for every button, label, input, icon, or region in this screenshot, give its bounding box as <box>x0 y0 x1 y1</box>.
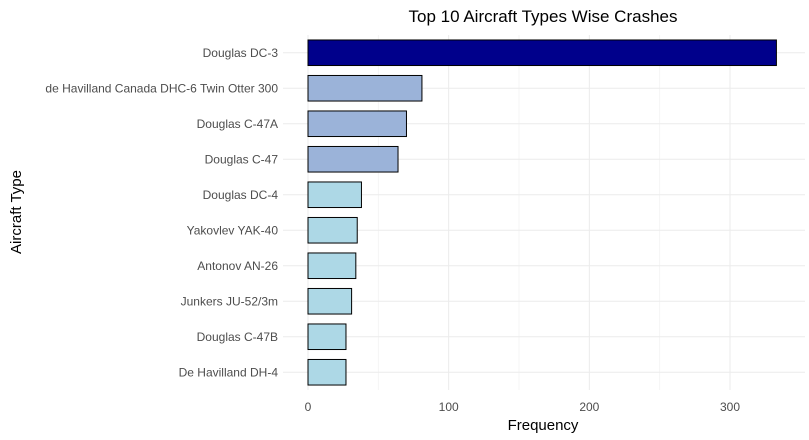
bar <box>307 110 407 138</box>
x-tick-label: 0 <box>305 400 312 414</box>
category-label: Yakovlev YAK-40 <box>187 223 279 237</box>
x-tick-label: 100 <box>439 400 459 414</box>
x-axis-title: Frequency <box>508 417 579 434</box>
category-labels: Douglas DC-3 de Havilland Canada DHC-6 Tw… <box>45 46 278 380</box>
x-tick-labels: 0 100 200 300 <box>305 400 741 414</box>
bar <box>307 181 362 209</box>
bar <box>307 358 347 386</box>
bar <box>307 39 777 67</box>
category-label: Douglas C-47B <box>197 330 278 344</box>
category-label: Douglas C-47 <box>205 152 279 166</box>
chart-title: Top 10 Aircraft Types Wise Crashes <box>409 7 678 26</box>
x-tick-label: 200 <box>579 400 599 414</box>
bar <box>307 216 358 244</box>
category-label: Douglas DC-4 <box>203 188 279 202</box>
category-label: Douglas DC-3 <box>203 46 279 60</box>
bar <box>307 287 353 315</box>
category-label: De Havilland DH-4 <box>179 365 279 379</box>
category-label: de Havilland Canada DHC-6 Twin Otter 300 <box>45 81 278 95</box>
bar <box>307 252 357 280</box>
x-tick-label: 300 <box>720 400 740 414</box>
y-axis-title: Aircraft Type <box>8 170 25 254</box>
category-label: Junkers JU-52/3m <box>181 294 278 308</box>
bar <box>307 323 347 351</box>
bar <box>307 74 423 102</box>
bars <box>307 39 777 386</box>
bar <box>307 145 399 173</box>
category-label: Douglas C-47A <box>197 117 278 131</box>
category-label: Antonov AN-26 <box>197 259 278 273</box>
